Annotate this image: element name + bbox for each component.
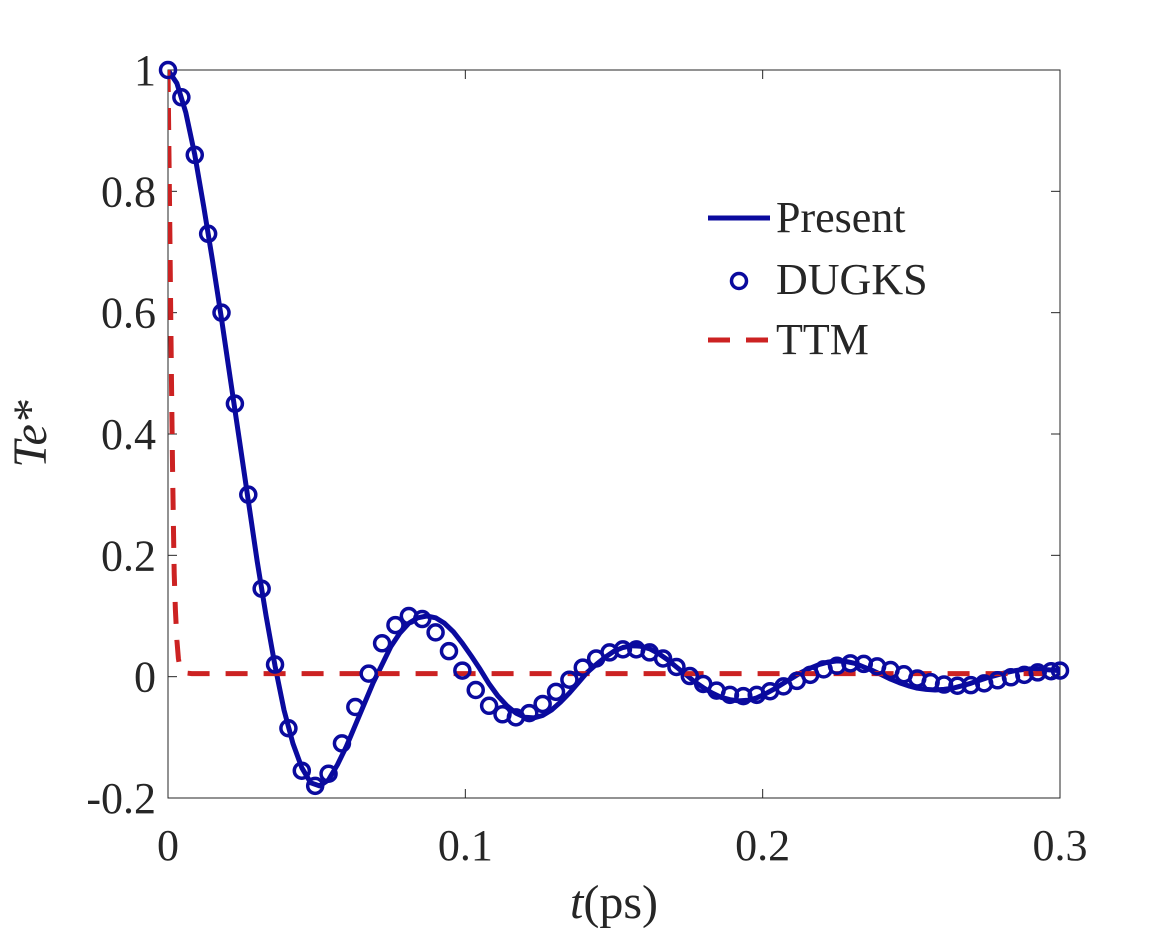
x-tick-label: 0 — [157, 821, 179, 870]
y-tick-label: 0.2 — [101, 531, 156, 580]
x-tick-label: 0.3 — [1033, 821, 1088, 870]
y-axis-title: Te* — [4, 400, 57, 468]
y-tick-label: -0.2 — [86, 774, 156, 823]
legend-dugks-label: DUGKS — [776, 255, 928, 304]
y-tick-label: 0.4 — [101, 410, 156, 459]
x-axis-unit: (ps) — [583, 876, 658, 929]
x-axis-title: t(ps) — [570, 876, 658, 929]
y-tick-label: 1 — [134, 46, 156, 95]
x-tick-label: 0.2 — [735, 821, 790, 870]
legend-present-label: Present — [776, 193, 906, 242]
y-tick-label: 0 — [134, 653, 156, 702]
y-tick-label: 0.6 — [101, 289, 156, 338]
chart-figure: 0 0.1 0.2 0.3-0.200.20.40.60.81 t(ps) Te* P… — [0, 0, 1172, 938]
y-tick-label: 0.8 — [101, 167, 156, 216]
x-tick-label: 0.1 — [438, 821, 493, 870]
legend-ttm-label: TTM — [776, 315, 869, 364]
